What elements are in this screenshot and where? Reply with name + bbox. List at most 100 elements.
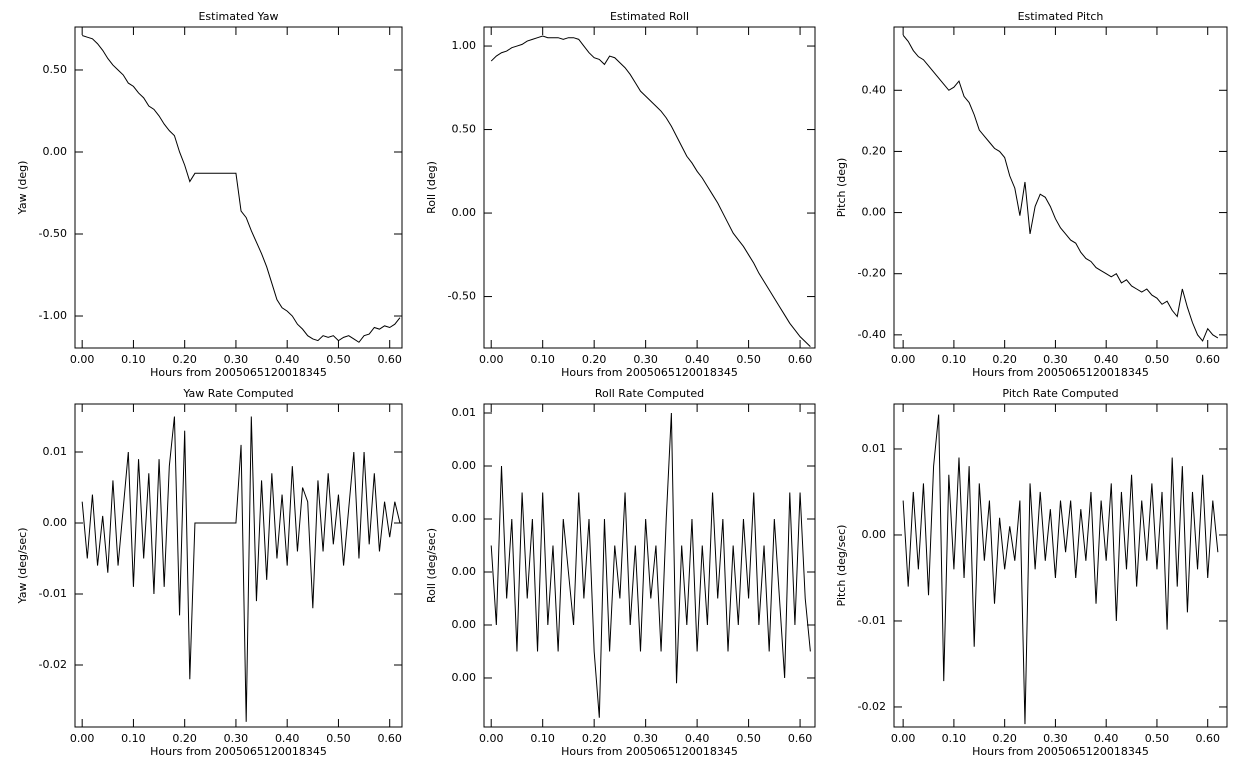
plot-frame [74, 26, 403, 349]
y-tick-label: 0.00 [452, 565, 477, 578]
y-tick-label: -0.02 [39, 658, 67, 671]
x-axis-label: Hours from 2005065120018345 [561, 745, 738, 758]
x-tick-label: 0.10 [121, 353, 146, 366]
panel-title: Estimated Yaw [198, 10, 278, 23]
x-tick-label: 0.10 [530, 353, 555, 366]
x-tick-label: 0.20 [582, 732, 607, 745]
x-tick-label: 0.00 [479, 732, 504, 745]
x-tick-label: 0.50 [736, 353, 761, 366]
x-tick-label: 0.10 [121, 732, 146, 745]
y-axis-label: Yaw (deg/sec) [16, 527, 29, 604]
data-line [81, 416, 401, 722]
x-tick-label: 0.30 [224, 732, 249, 745]
plot-frame [893, 26, 1228, 349]
x-tick-label: 0.30 [633, 732, 658, 745]
y-tick-label: 0.00 [43, 516, 68, 529]
y-tick-label: 0.00 [862, 206, 887, 219]
x-axis-label: Hours from 2005065120018345 [150, 745, 327, 758]
y-tick-label: -0.50 [39, 227, 67, 240]
y-axis-label: Roll (deg/sec) [425, 528, 438, 603]
data-line [490, 412, 811, 718]
x-tick-label: 0.60 [788, 353, 813, 366]
y-tick-label: 0.40 [862, 83, 887, 96]
y-tick-label: -0.40 [858, 328, 886, 341]
data-line [82, 35, 401, 343]
y-axis-label: Pitch (deg/sec) [835, 525, 848, 607]
x-tick-label: 0.60 [377, 353, 402, 366]
panel-title: Estimated Pitch [1018, 10, 1104, 23]
x-tick-label: 0.30 [224, 353, 249, 366]
y-tick-label: -0.01 [39, 587, 67, 600]
y-tick-label: 0.00 [452, 671, 477, 684]
panel-title: Roll Rate Computed [595, 387, 704, 400]
x-tick-label: 0.30 [1043, 732, 1068, 745]
y-tick-label: 0.01 [43, 445, 68, 458]
y-tick-label: 0.00 [452, 459, 477, 472]
x-tick-label: 0.30 [1043, 353, 1068, 366]
y-axis-label: Yaw (deg) [16, 161, 29, 216]
x-tick-label: 0.00 [891, 353, 916, 366]
data-line [902, 414, 1219, 725]
panel: Roll Rate Computed Hours from 20050651200… [425, 387, 816, 758]
y-axis-label: Pitch (deg) [835, 158, 848, 218]
x-tick-label: 0.50 [326, 732, 351, 745]
x-axis-label: Hours from 2005065120018345 [150, 366, 327, 379]
plot-frame [483, 403, 816, 728]
x-tick-label: 0.00 [891, 732, 916, 745]
x-tick-label: 0.00 [70, 732, 95, 745]
panel: Estimated Yaw Hours from 2005065120018345… [16, 10, 403, 379]
x-tick-label: 0.60 [1195, 353, 1220, 366]
x-tick-label: 0.40 [685, 732, 710, 745]
x-tick-label: 0.20 [992, 732, 1017, 745]
x-tick-label: 0.00 [479, 353, 504, 366]
y-tick-label: 1.00 [452, 39, 477, 52]
y-tick-label: -0.50 [448, 290, 476, 303]
x-tick-label: 0.60 [788, 732, 813, 745]
x-tick-label: 0.00 [70, 353, 95, 366]
panel-title: Pitch Rate Computed [1002, 387, 1118, 400]
x-axis-label: Hours from 2005065120018345 [972, 745, 1149, 758]
x-tick-label: 0.10 [530, 732, 555, 745]
x-tick-label: 0.50 [326, 353, 351, 366]
panel: Estimated Pitch Hours from 20050651200183… [835, 10, 1228, 379]
y-tick-label: 0.01 [862, 442, 887, 455]
y-tick-label: -1.00 [39, 309, 67, 322]
y-tick-label: 0.50 [43, 63, 68, 76]
y-tick-label: 0.00 [452, 618, 477, 631]
y-tick-label: 0.00 [452, 206, 477, 219]
x-tick-label: 0.20 [582, 353, 607, 366]
y-tick-label: 0.01 [452, 406, 477, 419]
data-line [490, 35, 811, 348]
plot-frame [893, 403, 1228, 728]
x-tick-label: 0.50 [1145, 353, 1170, 366]
x-tick-label: 0.40 [1094, 732, 1119, 745]
x-tick-label: 0.20 [172, 353, 197, 366]
x-tick-label: 0.20 [172, 732, 197, 745]
plot-frame [483, 26, 816, 349]
panel-title: Yaw Rate Computed [182, 387, 293, 400]
panel-title: Estimated Roll [610, 10, 689, 23]
y-tick-label: 0.20 [862, 144, 887, 157]
plot-frame [74, 403, 403, 728]
x-tick-label: 0.60 [377, 732, 402, 745]
y-tick-label: 0.00 [452, 512, 477, 525]
x-tick-label: 0.10 [942, 732, 967, 745]
panel: Yaw Rate Computed Hours from 200506512001… [16, 387, 403, 758]
x-tick-label: 0.40 [275, 732, 300, 745]
panel: Estimated Roll Hours from 200506512001834… [425, 10, 816, 379]
y-tick-label: 0.50 [452, 123, 477, 136]
x-axis-label: Hours from 2005065120018345 [972, 366, 1149, 379]
x-tick-label: 0.10 [942, 353, 967, 366]
y-tick-label: 0.00 [862, 528, 887, 541]
x-axis-label: Hours from 2005065120018345 [561, 366, 738, 379]
x-tick-label: 0.40 [275, 353, 300, 366]
x-tick-label: 0.50 [736, 732, 761, 745]
x-tick-label: 0.40 [685, 353, 710, 366]
x-tick-label: 0.60 [1195, 732, 1220, 745]
y-tick-label: -0.01 [858, 614, 886, 627]
y-tick-label: -0.20 [858, 267, 886, 280]
y-tick-label: 0.00 [43, 145, 68, 158]
x-tick-label: 0.40 [1094, 353, 1119, 366]
y-axis-label: Roll (deg) [425, 161, 438, 214]
